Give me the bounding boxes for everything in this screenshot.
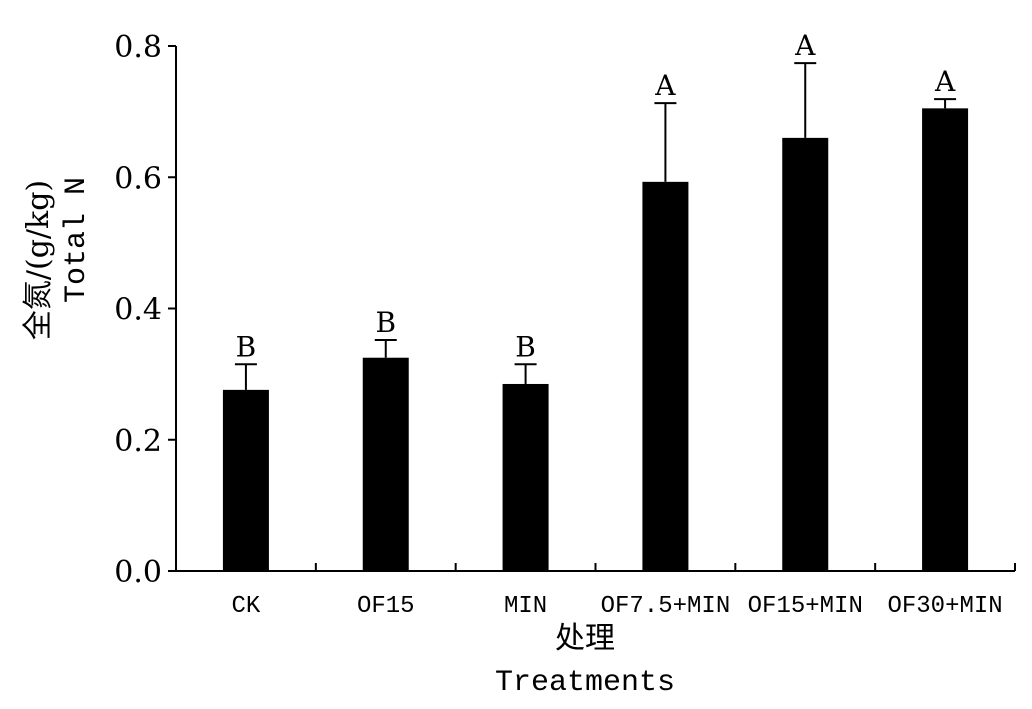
bar-OF30+MIN <box>922 108 969 571</box>
y-tick-label: 0.6 <box>114 161 162 196</box>
significance-label: A <box>794 29 816 62</box>
x-tick-label: OF15+MIN <box>748 593 863 620</box>
y-axis-label-cn: 全氮/(g/kg) <box>21 180 56 340</box>
bar-OF15 <box>362 357 409 571</box>
x-axis-label: Treatments <box>495 666 675 700</box>
bar-OF15+MIN <box>782 137 829 571</box>
x-tick-label: OF7.5+MIN <box>601 593 731 620</box>
x-tick-label: OF30+MIN <box>887 593 1002 620</box>
x-tick-label: CK <box>232 593 261 620</box>
x-tick-label: MIN <box>504 593 547 620</box>
y-axis-label: Total N <box>60 177 94 303</box>
y-tick-label: 0.4 <box>114 293 162 328</box>
significance-label: B <box>236 330 257 363</box>
bar-CK <box>222 389 269 571</box>
y-tick-label: 0.0 <box>114 555 162 590</box>
significance-label: A <box>934 65 956 98</box>
x-tick-label: OF15 <box>357 593 415 620</box>
bar-OF7.5+MIN <box>642 181 689 571</box>
significance-label: B <box>375 306 396 339</box>
significance-label: B <box>515 330 536 363</box>
y-tick-label: 0.2 <box>114 424 162 459</box>
x-axis-label-cn: 处理 <box>555 621 615 656</box>
y-tick-label: 0.8 <box>114 30 162 65</box>
bar-MIN <box>502 383 549 571</box>
significance-label: A <box>654 69 676 102</box>
